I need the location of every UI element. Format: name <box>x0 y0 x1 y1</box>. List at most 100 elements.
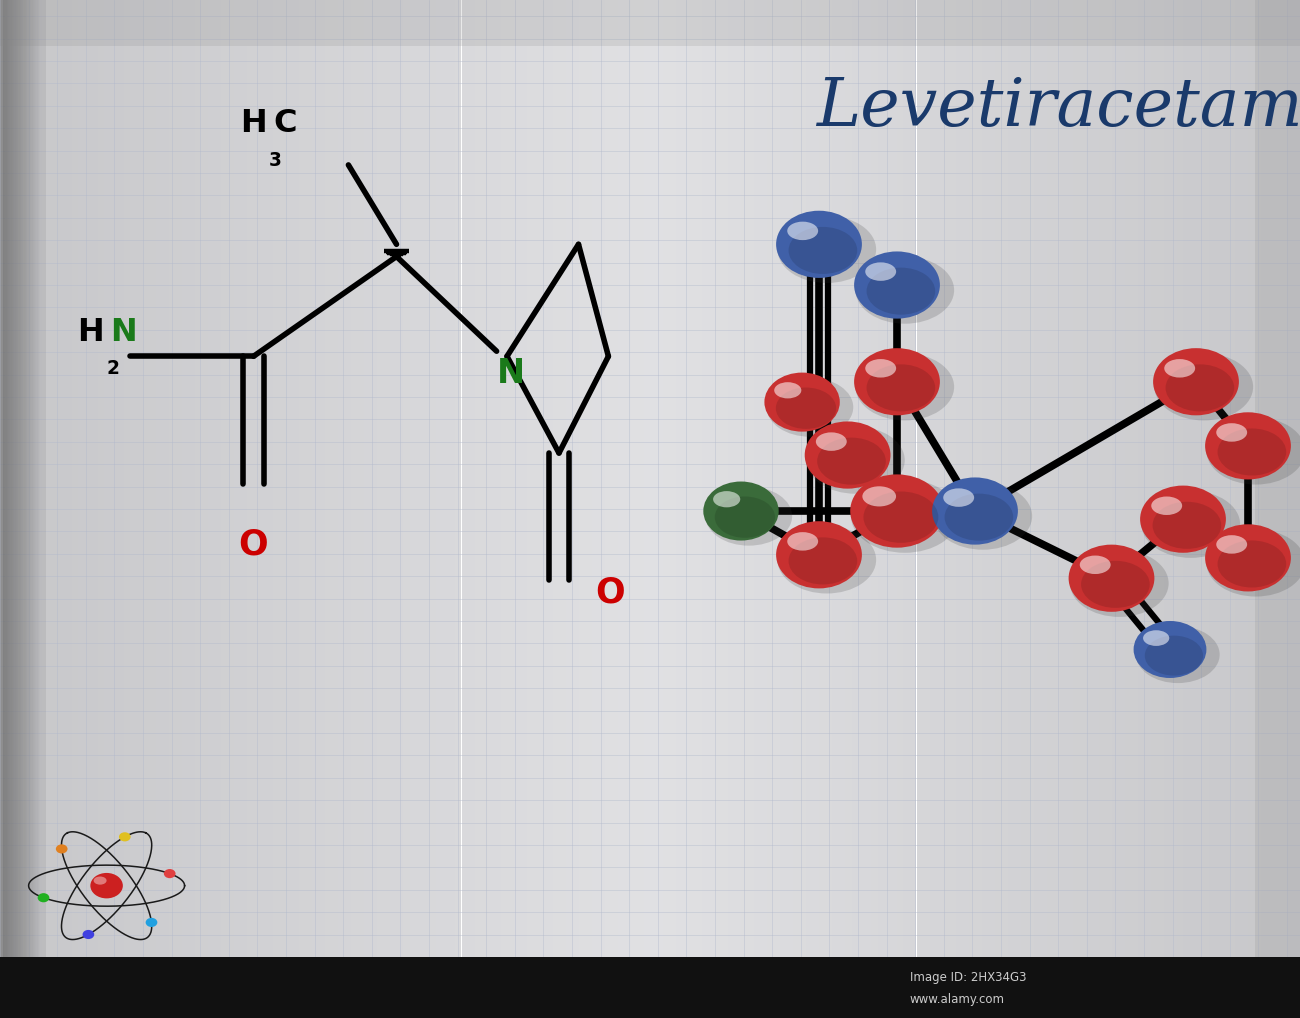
Bar <box>78 0 84 1018</box>
Bar <box>994 0 1001 1018</box>
Ellipse shape <box>945 494 1013 541</box>
Bar <box>774 0 780 1018</box>
Bar <box>1150 0 1157 1018</box>
Bar <box>936 0 942 1018</box>
Ellipse shape <box>805 421 891 489</box>
Bar <box>630 0 637 1018</box>
Ellipse shape <box>1082 561 1149 608</box>
Bar <box>38 0 42 957</box>
Bar <box>36 0 40 957</box>
Bar <box>968 0 975 1018</box>
Text: O: O <box>239 527 268 561</box>
Bar <box>1124 0 1131 1018</box>
Ellipse shape <box>1153 502 1221 549</box>
Bar <box>682 0 689 1018</box>
Bar <box>169 0 176 1018</box>
Ellipse shape <box>1145 635 1202 676</box>
Bar <box>1118 0 1124 1018</box>
Ellipse shape <box>714 491 740 507</box>
Bar <box>176 0 182 1018</box>
Bar <box>845 0 852 1018</box>
Bar <box>800 0 806 1018</box>
Ellipse shape <box>863 492 939 543</box>
Ellipse shape <box>56 844 68 853</box>
Ellipse shape <box>146 918 157 927</box>
Bar <box>462 0 468 1018</box>
Bar <box>982 0 988 1018</box>
Bar <box>195 0 202 1018</box>
Bar <box>878 0 884 1018</box>
Bar <box>956 0 962 1018</box>
Bar <box>1196 0 1202 1018</box>
Bar <box>604 0 611 1018</box>
Bar <box>0 0 46 957</box>
Bar <box>29 0 32 957</box>
Ellipse shape <box>789 538 857 584</box>
Bar <box>598 0 604 1018</box>
Text: C: C <box>273 109 296 139</box>
Bar <box>46 0 52 1018</box>
Bar <box>260 0 266 1018</box>
Bar <box>754 0 760 1018</box>
Bar <box>9 0 13 957</box>
Text: H: H <box>239 109 266 139</box>
Bar <box>25 0 29 957</box>
Bar <box>6 0 13 1018</box>
Ellipse shape <box>1165 359 1195 378</box>
Bar <box>416 0 422 1018</box>
Bar <box>1053 0 1059 1018</box>
Ellipse shape <box>1217 423 1247 442</box>
Bar <box>32 0 39 1018</box>
Bar <box>377 0 384 1018</box>
Bar <box>852 0 858 1018</box>
Bar <box>786 0 793 1018</box>
Bar <box>1261 0 1268 1018</box>
Ellipse shape <box>789 227 857 274</box>
Ellipse shape <box>1154 353 1253 420</box>
Bar <box>585 0 592 1018</box>
Bar <box>254 0 260 1018</box>
Bar <box>117 0 124 1018</box>
Bar <box>780 0 786 1018</box>
Ellipse shape <box>818 438 885 485</box>
Bar <box>540 0 546 1018</box>
Bar <box>1112 0 1118 1018</box>
Bar <box>247 0 254 1018</box>
Ellipse shape <box>1143 630 1169 646</box>
Bar <box>806 0 812 1018</box>
Bar <box>689 0 696 1018</box>
Bar <box>500 0 507 1018</box>
Bar <box>1190 0 1196 1018</box>
Bar <box>552 0 559 1018</box>
Ellipse shape <box>866 359 896 378</box>
Bar <box>410 0 416 1018</box>
Bar <box>21 0 25 957</box>
Bar <box>526 0 533 1018</box>
Bar <box>1 0 5 957</box>
Bar <box>897 0 903 1018</box>
Bar <box>448 0 455 1018</box>
Bar <box>396 0 403 1018</box>
Bar <box>1027 0 1034 1018</box>
Ellipse shape <box>1205 412 1291 479</box>
Bar <box>1268 0 1274 1018</box>
Bar <box>162 0 169 1018</box>
Bar <box>1098 0 1105 1018</box>
Bar <box>520 0 526 1018</box>
Text: 3: 3 <box>268 151 281 170</box>
Bar <box>1254 0 1261 1018</box>
Bar <box>325 0 332 1018</box>
Bar <box>637 0 644 1018</box>
Bar <box>0 0 6 1018</box>
Bar <box>130 0 136 1018</box>
Text: Image ID: 2HX34G3: Image ID: 2HX34G3 <box>910 971 1027 983</box>
Bar <box>1040 0 1046 1018</box>
Ellipse shape <box>777 526 876 593</box>
Bar <box>546 0 552 1018</box>
Bar <box>1001 0 1008 1018</box>
Bar <box>903 0 910 1018</box>
Bar <box>5 0 9 957</box>
Bar <box>35 0 39 957</box>
Bar <box>143 0 150 1018</box>
Bar <box>0 0 4 957</box>
